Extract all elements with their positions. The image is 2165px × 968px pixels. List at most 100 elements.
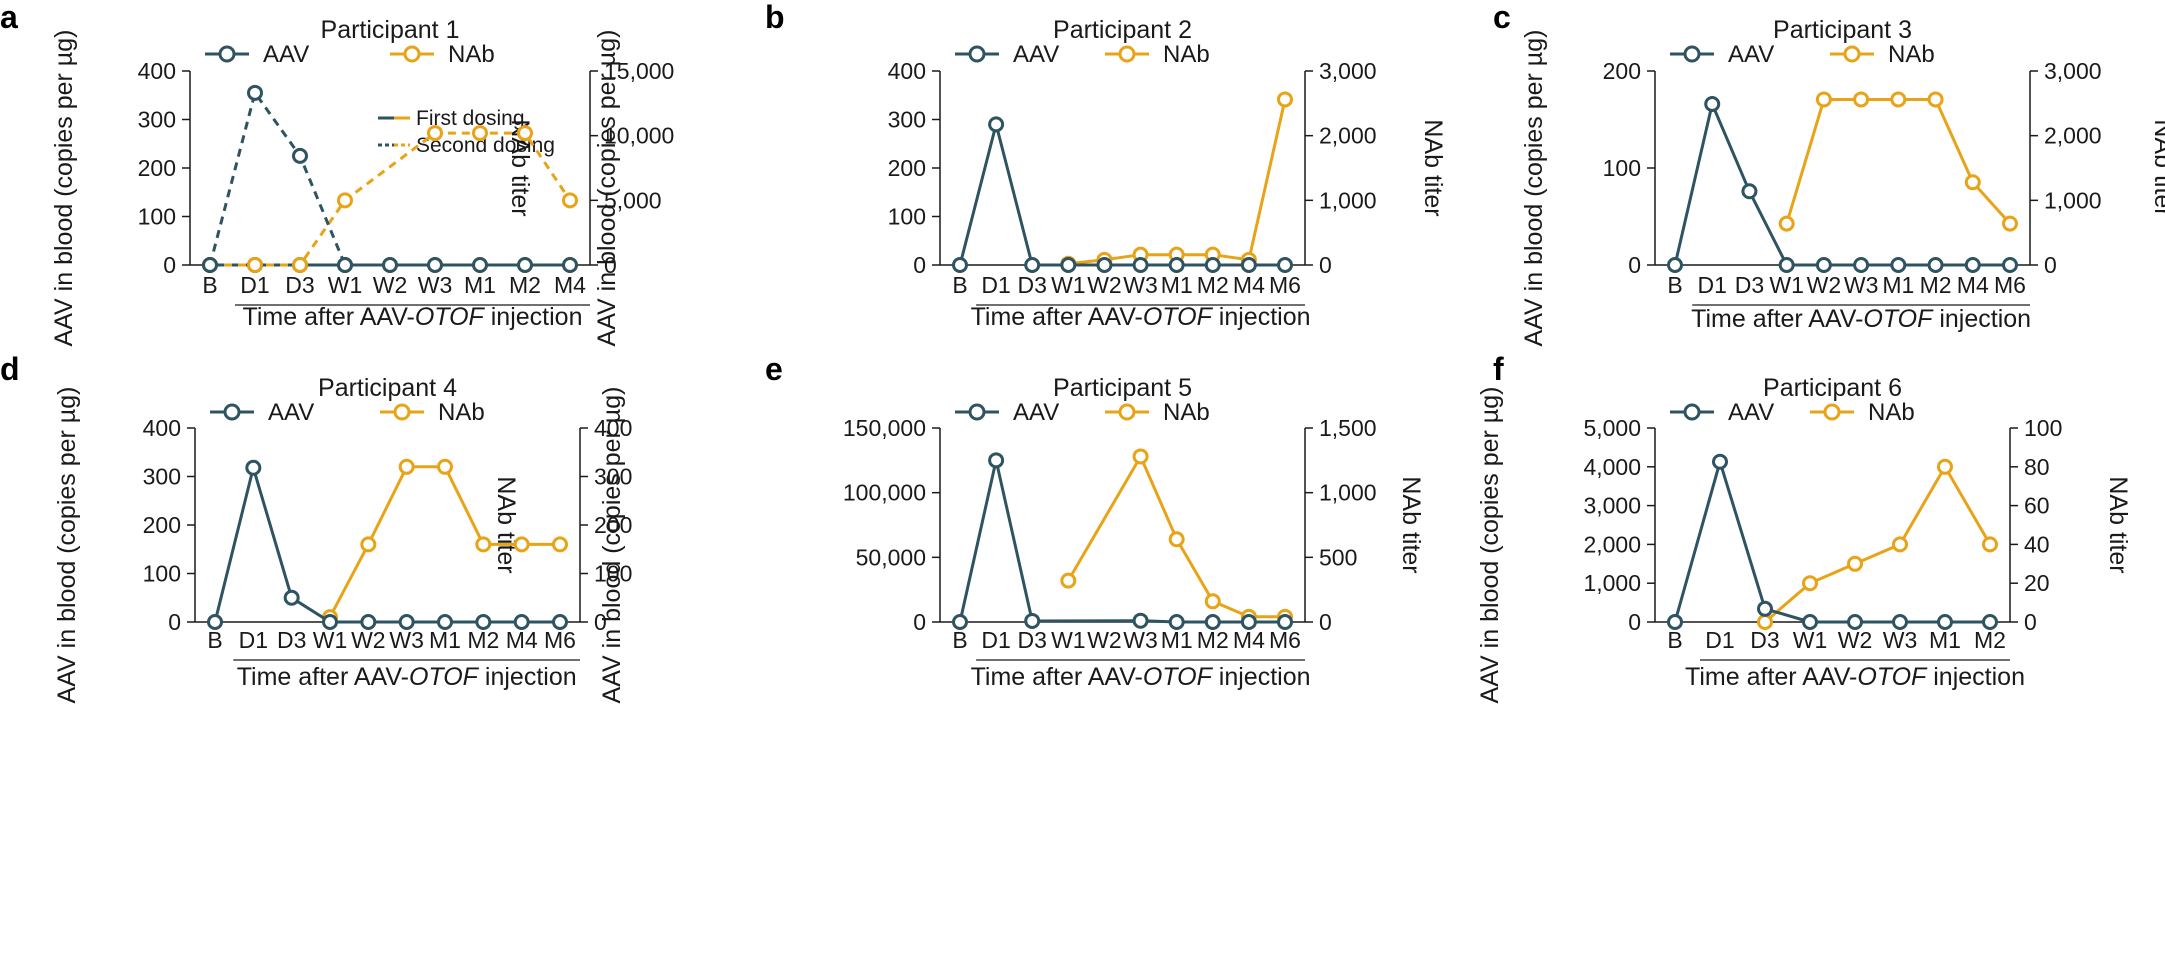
- data-point: [1240, 614, 1257, 630]
- data-point: [1927, 257, 1944, 273]
- legend-aav-label: AAV: [263, 41, 309, 68]
- y2-tick-label: 0: [1319, 609, 1332, 635]
- x-axis-label-gene: OTOF: [1143, 663, 1214, 691]
- data-point: [322, 614, 338, 630]
- x-tick-label: M1: [464, 272, 496, 298]
- panel-letter: c: [1493, 0, 1511, 35]
- x-tick-label: M1: [1882, 272, 1914, 298]
- x-axis-label: Time after AAV-OTOF injection: [1691, 305, 2031, 333]
- data-point: [1802, 614, 1818, 630]
- data-point: [1853, 257, 1870, 273]
- data-point: [952, 614, 968, 630]
- series-aav-first: [952, 116, 1293, 273]
- x-tick-label: W3: [1123, 627, 1158, 653]
- x-axis-label: Time after AAV-OTOF injection: [243, 303, 583, 331]
- y-tick-label: 0: [1628, 609, 1641, 635]
- data-point: [1204, 593, 1221, 610]
- data-point: [1132, 612, 1149, 629]
- chart-title: Participant 4: [318, 374, 457, 402]
- legend: AAV NAb: [1670, 399, 1915, 426]
- y-tick-label: 3,000: [1583, 493, 1641, 519]
- x-tick-label: M1: [1161, 272, 1193, 298]
- x-tick-label: M6: [1269, 272, 1301, 298]
- y-axis-label: AAV in blood (copies per µg): [50, 30, 78, 347]
- y2-tick-label: 80: [2024, 454, 2050, 480]
- x-tick-label: D1: [981, 627, 1010, 653]
- dosing-legend: First dosing Second dosing: [378, 107, 555, 157]
- x-tick-label: W1: [313, 627, 348, 653]
- legend-nab-label: NAb: [1868, 399, 1915, 426]
- x-tick-label: W1: [1793, 627, 1828, 653]
- x-tick-label: M4: [1957, 272, 1989, 298]
- data-point: [952, 257, 968, 273]
- x-tick-label: W3: [418, 272, 453, 298]
- y-tick-label: 0: [163, 252, 176, 278]
- x-tick-label: W2: [373, 272, 408, 298]
- data-point: [1240, 257, 1257, 273]
- series-nab-first: [1757, 458, 1998, 630]
- x-tick-label: D1: [981, 272, 1010, 298]
- legend: AAV NAb: [955, 399, 1210, 426]
- y2-tick-label: 1,000: [2044, 187, 2102, 213]
- data-point: [1096, 257, 1113, 273]
- y2-tick-label: 60: [2024, 493, 2050, 519]
- x-axis-label-pre: Time after AAV-: [1685, 663, 1857, 691]
- legend-nab-label: NAb: [1163, 41, 1210, 68]
- panel-letter: d: [0, 351, 20, 387]
- y-tick-label: 300: [138, 107, 176, 133]
- x-tick-label: W1: [328, 272, 363, 298]
- y-tick-label: 2,000: [1583, 531, 1641, 557]
- data-point: [398, 614, 415, 630]
- y-tick-label: 100: [888, 204, 926, 230]
- chart-title: Participant 3: [1773, 16, 1912, 44]
- y2-tick-label: 40: [2024, 531, 2050, 557]
- x-tick-label: B: [207, 627, 222, 653]
- series-line: [1764, 465, 1992, 624]
- data-point: [1937, 458, 1953, 475]
- x-tick-label: M2: [1920, 272, 1952, 298]
- series-aav-first: [1667, 95, 2018, 273]
- data-point: [1815, 257, 1832, 273]
- y-tick-label: 200: [888, 155, 926, 181]
- data-point: [1060, 572, 1077, 589]
- x-tick-label: D3: [277, 627, 306, 653]
- y-axis-label: AAV in blood (copies per µg): [593, 30, 621, 347]
- x-tick-label: D3: [285, 272, 314, 298]
- data-point: [283, 589, 300, 606]
- x-axis-label-post: injection: [1926, 663, 2025, 691]
- data-point: [1964, 174, 1981, 191]
- data-point: [1277, 91, 1293, 108]
- y2-tick-label: 20: [2024, 570, 2050, 596]
- y2-axis-label: NAb titer: [492, 476, 520, 573]
- series-aav-first: [207, 459, 568, 630]
- series-nab-first: [1778, 91, 2018, 232]
- data-point: [427, 257, 443, 273]
- y2-tick-label: 10,000: [604, 123, 674, 149]
- y-tick-label: 100: [143, 561, 181, 587]
- series-line: [958, 458, 1285, 624]
- series-line: [1673, 460, 1990, 624]
- x-tick-label: D3: [1018, 627, 1047, 653]
- legend-aav-marker: [218, 45, 236, 63]
- data-point: [382, 257, 398, 273]
- x-tick-label: M4: [1233, 272, 1265, 298]
- x-tick-label: M6: [1269, 627, 1301, 653]
- y2-axis-label: NAb titer: [2104, 476, 2132, 573]
- series-nab-first: [1060, 91, 1293, 272]
- legend: AAV NAb: [210, 399, 485, 426]
- x-tick-label: W3: [1883, 627, 1918, 653]
- x-tick-label: W1: [1051, 272, 1086, 298]
- data-point: [337, 192, 353, 209]
- x-tick-label: W2: [1087, 627, 1122, 653]
- y-axis-label: AAV in blood (copies per µg): [53, 387, 81, 704]
- y2-tick-label: 15,000: [604, 58, 674, 84]
- series-line: [210, 131, 572, 267]
- y-tick-label: 200: [138, 155, 176, 181]
- data-point: [247, 257, 263, 273]
- data-point: [517, 257, 533, 273]
- series-line: [1673, 102, 2010, 267]
- x-tick-label: M4: [554, 272, 586, 298]
